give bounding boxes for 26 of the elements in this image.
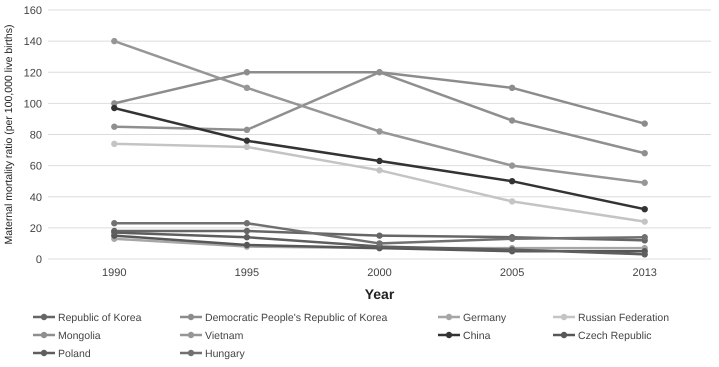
y-tick-label: 0 [36,254,42,266]
y-tick-label: 40 [30,192,42,204]
legend-label: Republic of Korea [58,312,142,324]
x-tick-label: 2005 [500,267,524,279]
x-tick-label: 2013 [632,267,657,279]
y-axis-title: Maternal mortality ratio (per 100,000 live births) [3,24,15,245]
x-tick-label: 2000 [367,267,392,279]
y-tick-label: 120 [24,67,42,80]
legend-label: Mongolia [58,330,101,342]
legend-label: Vietnam [205,330,244,342]
x-tick-label: 1995 [234,267,260,279]
legend-label: Democratic People's Republic of Korea [205,312,388,324]
legend-label: China [463,330,491,342]
y-tick-label: 60 [30,160,42,173]
legend-label: Russian Federation [578,312,670,324]
y-tick-label: 100 [24,98,42,110]
y-tick-label: 20 [30,222,42,235]
y-tick-label: 80 [30,130,42,142]
legend-label: Poland [58,348,91,360]
legend-label: Germany [463,312,507,324]
x-tick-label: 1990 [102,267,127,279]
x-axis-title: Year [364,286,395,302]
legend-label: Hungary [205,348,246,360]
legend-label: Czech Republic [578,330,652,342]
y-tick-label: 140 [24,36,42,48]
y-tick-label: 160 [24,5,42,17]
